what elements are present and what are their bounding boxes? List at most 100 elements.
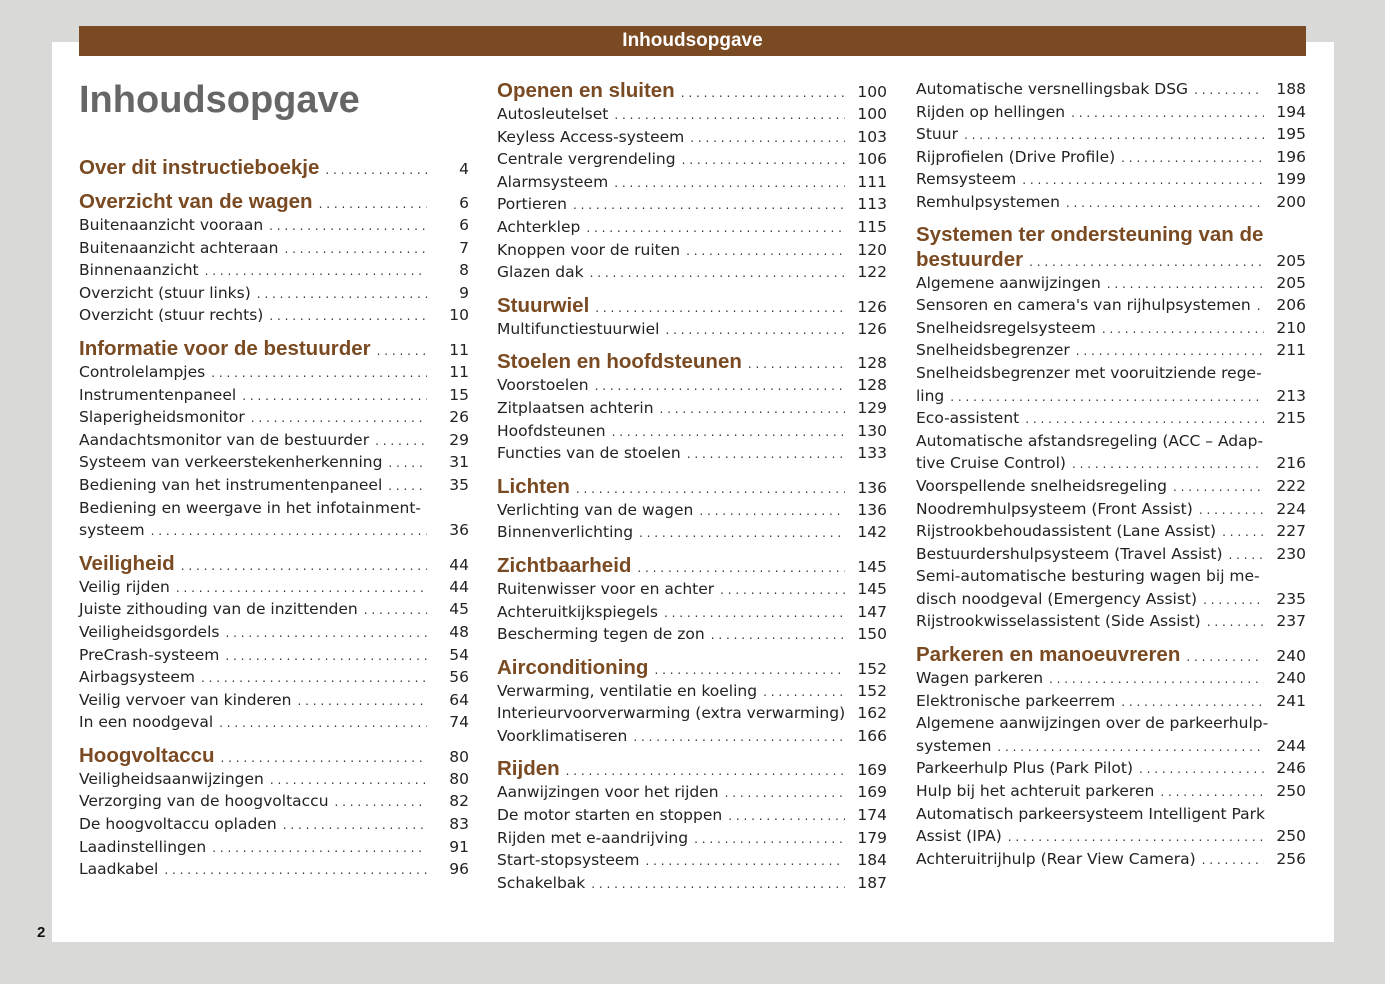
toc-entry[interactable]: Verzorging van de hoogvoltaccu 82	[79, 790, 469, 813]
toc-heading[interactable]: Hoogvoltaccu 80	[79, 743, 469, 768]
toc-entry[interactable]: Verlichting van de wagen 136	[497, 499, 887, 522]
toc-entry[interactable]: Buitenaanzicht achteraan 7	[79, 237, 469, 260]
toc-heading[interactable]: Over dit instructieboekje 4	[79, 155, 469, 180]
toc-heading-line[interactable]: Systemen ter ondersteuning van de	[916, 222, 1264, 246]
toc-entry[interactable]: Controlelampjes 11	[79, 361, 469, 384]
toc-entry[interactable]: Sensoren en camera's van rijhulpsystemen…	[916, 294, 1306, 317]
toc-entry-line[interactable]: Snelheidsbegrenzer met vooruitziende reg…	[916, 363, 1262, 382]
toc-entry[interactable]: Eco-assistent 215	[916, 407, 1306, 430]
toc-entry[interactable]: Remhulpsystemen 200	[916, 191, 1306, 214]
toc-entry[interactable]: Achteruitkijkspiegels 147	[497, 601, 887, 624]
toc-entry[interactable]: Interieurvoorverwarming (extra verwarmin…	[497, 702, 887, 725]
toc-entry[interactable]: Multifunctiestuurwiel 126	[497, 318, 887, 341]
toc-entry[interactable]: Hoofdsteunen 130	[497, 420, 887, 443]
toc-entry[interactable]: Airbagsysteem 56	[79, 666, 469, 689]
toc-entry[interactable]: Laadkabel 96	[79, 858, 469, 881]
toc-entry[interactable]: Voorstoelen 128	[497, 374, 887, 397]
toc-entry[interactable]: Binnenaanzicht 8	[79, 259, 469, 282]
toc-entry[interactable]: Rijstrookwisselassistent (Side Assist) 23…	[916, 610, 1306, 633]
toc-entry[interactable]: Laadinstellingen 91	[79, 836, 469, 859]
toc-heading[interactable]: Stoelen en hoofdsteunen 128	[497, 349, 887, 374]
toc-entry[interactable]: Buitenaanzicht vooraan 6	[79, 214, 469, 237]
toc-entry[interactable]: Functies van de stoelen 133	[497, 442, 887, 465]
toc-entry[interactable]: Rijden op hellingen 194	[916, 101, 1306, 124]
toc-heading[interactable]: Veiligheid 44	[79, 551, 469, 576]
toc-entry[interactable]: Alarmsysteem 111	[497, 171, 887, 194]
toc-page-number: 227	[1276, 522, 1306, 541]
toc-entry[interactable]: Zitplaatsen achterin 129	[497, 397, 887, 420]
toc-entry[interactable]: Start-stopsysteem 184	[497, 849, 887, 872]
toc-heading[interactable]: Openen en sluiten 100	[497, 78, 887, 103]
toc-entry[interactable]: PreCrash-systeem 54	[79, 644, 469, 667]
toc-entry[interactable]: Wagen parkeren 240	[916, 667, 1306, 690]
toc-entry[interactable]: Automatische versnellingsbak DSG 188	[916, 78, 1306, 101]
toc-entry[interactable]: Rijprofielen (Drive Profile) 196	[916, 146, 1306, 169]
toc-heading[interactable]: Lichten 136	[497, 474, 887, 499]
toc-entry[interactable]: Overzicht (stuur rechts) 10	[79, 304, 469, 327]
dot-leader	[1139, 758, 1264, 781]
toc-entry[interactable]: Rijstrookbehoudassistent (Lane Assist) 22…	[916, 520, 1306, 543]
toc-entry[interactable]: Binnenverlichting 142	[497, 521, 887, 544]
toc-entry-line[interactable]: Bediening en weergave in het infotainmen…	[79, 498, 422, 517]
toc-entry[interactable]: Overzicht (stuur links) 9	[79, 282, 469, 305]
toc-entry[interactable]: Veilig vervoer van kinderen 64	[79, 689, 469, 712]
toc-entry[interactable]: Noodremhulpsysteem (Front Assist) 224	[916, 498, 1306, 521]
toc-entry[interactable]: Achterklep 115	[497, 216, 887, 239]
toc-entry[interactable]: tive Cruise Control) 216	[916, 452, 1306, 475]
toc-heading[interactable]: Airconditioning 152	[497, 655, 887, 680]
toc-heading[interactable]: Zichtbaarheid 145	[497, 553, 887, 578]
dot-leader	[591, 873, 845, 896]
toc-heading[interactable]: bestuurder 205	[916, 247, 1306, 272]
toc-heading[interactable]: Stuurwiel 126	[497, 293, 887, 318]
toc-entry[interactable]: Schakelbak 187	[497, 872, 887, 895]
toc-entry-line[interactable]: Semi-automatische besturing wagen bij me…	[916, 567, 1260, 586]
toc-entry[interactable]: Systeem van verkeerstekenherkenning 31	[79, 451, 469, 474]
toc-heading[interactable]: Informatie voor de bestuurder 11	[79, 336, 469, 361]
toc-entry[interactable]: Snelheidsbegrenzer 211	[916, 339, 1306, 362]
toc-entry[interactable]: Ruitenwisser voor en achter 145	[497, 578, 887, 601]
toc-entry[interactable]: Veiligheidsgordels 48	[79, 621, 469, 644]
toc-heading[interactable]: Rijden 169	[497, 756, 887, 781]
toc-entry[interactable]: Aanwijzingen voor het rijden 169	[497, 781, 887, 804]
toc-entry[interactable]: Knoppen voor de ruiten 120	[497, 239, 887, 262]
toc-entry[interactable]: Instrumentenpaneel 15	[79, 384, 469, 407]
toc-entry[interactable]: Snelheidsregelsysteem 210	[916, 317, 1306, 340]
toc-entry[interactable]: Veilig rijden 44	[79, 576, 469, 599]
toc-entry[interactable]: Bescherming tegen de zon 150	[497, 623, 887, 646]
toc-entry[interactable]: Parkeerhulp Plus (Park Pilot) 246	[916, 757, 1306, 780]
toc-entry[interactable]: Hulp bij het achteruit parkeren 250	[916, 780, 1306, 803]
toc-entry[interactable]: Achteruitrijhulp (Rear View Camera) 256	[916, 848, 1306, 871]
toc-entry[interactable]: Bediening van het instrumentenpaneel 35	[79, 474, 469, 497]
toc-entry-line[interactable]: Automatische afstandsregeling (ACC – Ada…	[916, 431, 1264, 450]
toc-entry[interactable]: Juiste zithouding van de inzittenden 45	[79, 598, 469, 621]
toc-entry[interactable]: Voorspellende snelheidsregeling 222	[916, 475, 1306, 498]
toc-entry[interactable]: Aandachtsmonitor van de bestuurder 29	[79, 429, 469, 452]
toc-entry[interactable]: De motor starten en stoppen 174	[497, 804, 887, 827]
toc-entry[interactable]: Veiligheidsaanwijzingen 80	[79, 768, 469, 791]
toc-entry[interactable]: Voorklimatiseren 166	[497, 725, 887, 748]
toc-entry[interactable]: Assist (IPA) 250	[916, 825, 1306, 848]
toc-entry[interactable]: Verwarming, ventilatie en koeling 152	[497, 680, 887, 703]
toc-entry[interactable]: Centrale vergrendeling 106	[497, 148, 887, 171]
toc-entry[interactable]: ling 213	[916, 385, 1306, 408]
toc-entry[interactable]: systemen 244	[916, 735, 1306, 758]
toc-entry[interactable]: Elektronische parkeerrem 241	[916, 690, 1306, 713]
toc-entry-line[interactable]: Automatisch parkeersysteem Intelligent P…	[916, 804, 1266, 823]
toc-entry[interactable]: De hoogvoltaccu opladen 83	[79, 813, 469, 836]
toc-entry[interactable]: Slaperigheidsmonitor 26	[79, 406, 469, 429]
toc-entry[interactable]: disch noodgeval (Emergency Assist) 235	[916, 588, 1306, 611]
toc-heading[interactable]: Parkeren en manoeuvreren 240	[916, 642, 1306, 667]
toc-entry[interactable]: Stuur 195	[916, 123, 1306, 146]
toc-heading[interactable]: Overzicht van de wagen 6	[79, 189, 469, 214]
toc-entry-line[interactable]: Algemene aanwijzingen over de parkeerhul…	[916, 714, 1269, 733]
toc-entry[interactable]: Remsysteem 199	[916, 168, 1306, 191]
toc-entry[interactable]: Glazen dak 122	[497, 261, 887, 284]
toc-entry[interactable]: systeem 36	[79, 519, 469, 542]
toc-entry[interactable]: Portieren 113	[497, 193, 887, 216]
toc-entry[interactable]: Algemene aanwijzingen 205	[916, 272, 1306, 295]
toc-entry[interactable]: Autosleutelset 100	[497, 103, 887, 126]
toc-entry[interactable]: Rijden met e-aandrijving 179	[497, 827, 887, 850]
toc-entry[interactable]: In een noodgeval 74	[79, 711, 469, 734]
toc-entry[interactable]: Keyless Access-systeem 103	[497, 126, 887, 149]
toc-entry[interactable]: Bestuurdershulpsysteem (Travel Assist) 23…	[916, 543, 1306, 566]
